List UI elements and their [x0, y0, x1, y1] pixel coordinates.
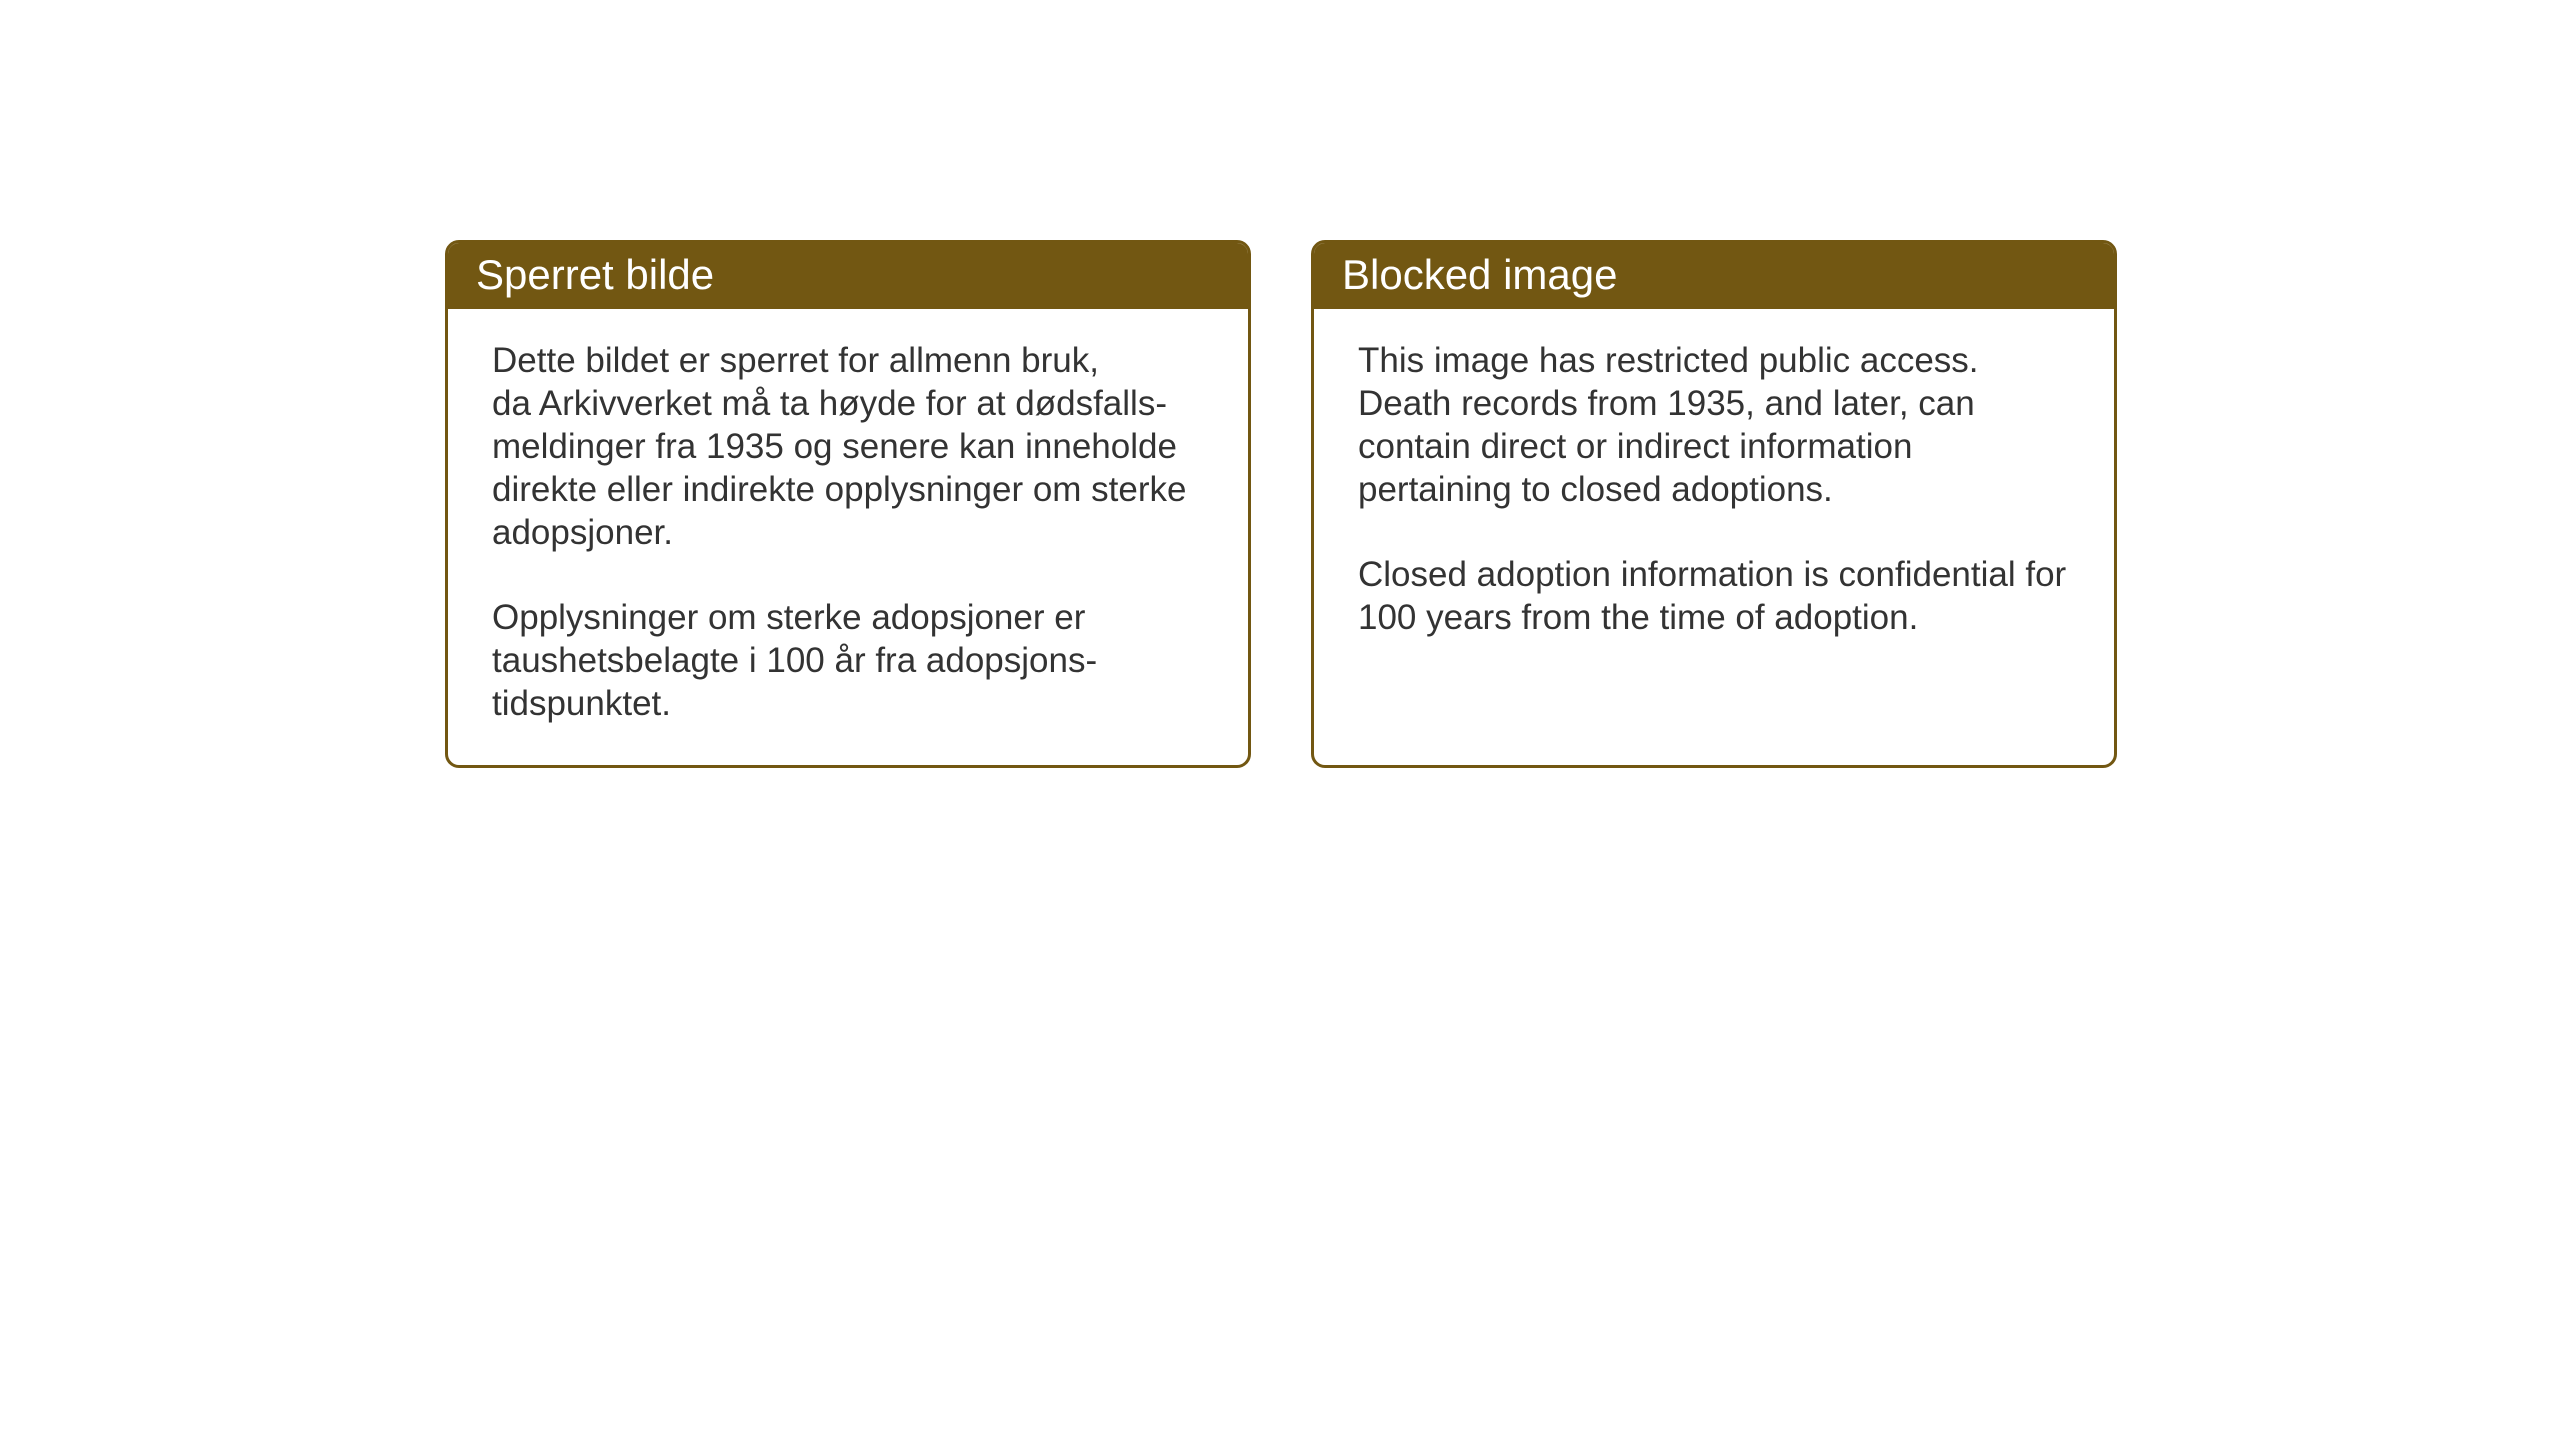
- english-notice-card: Blocked image This image has restricted …: [1311, 240, 2117, 768]
- notice-cards-container: Sperret bilde Dette bildet er sperret fo…: [445, 240, 2117, 768]
- english-paragraph-2: Closed adoption information is confident…: [1358, 553, 2070, 639]
- norwegian-card-title: Sperret bilde: [448, 243, 1248, 309]
- english-paragraph-1: This image has restricted public access.…: [1358, 339, 2070, 511]
- english-card-title: Blocked image: [1314, 243, 2114, 309]
- norwegian-paragraph-2: Opplysninger om sterke adopsjoner er tau…: [492, 596, 1204, 725]
- english-card-body: This image has restricted public access.…: [1314, 309, 2114, 751]
- norwegian-card-body: Dette bildet er sperret for allmenn bruk…: [448, 309, 1248, 765]
- norwegian-notice-card: Sperret bilde Dette bildet er sperret fo…: [445, 240, 1251, 768]
- norwegian-paragraph-1: Dette bildet er sperret for allmenn bruk…: [492, 339, 1204, 554]
